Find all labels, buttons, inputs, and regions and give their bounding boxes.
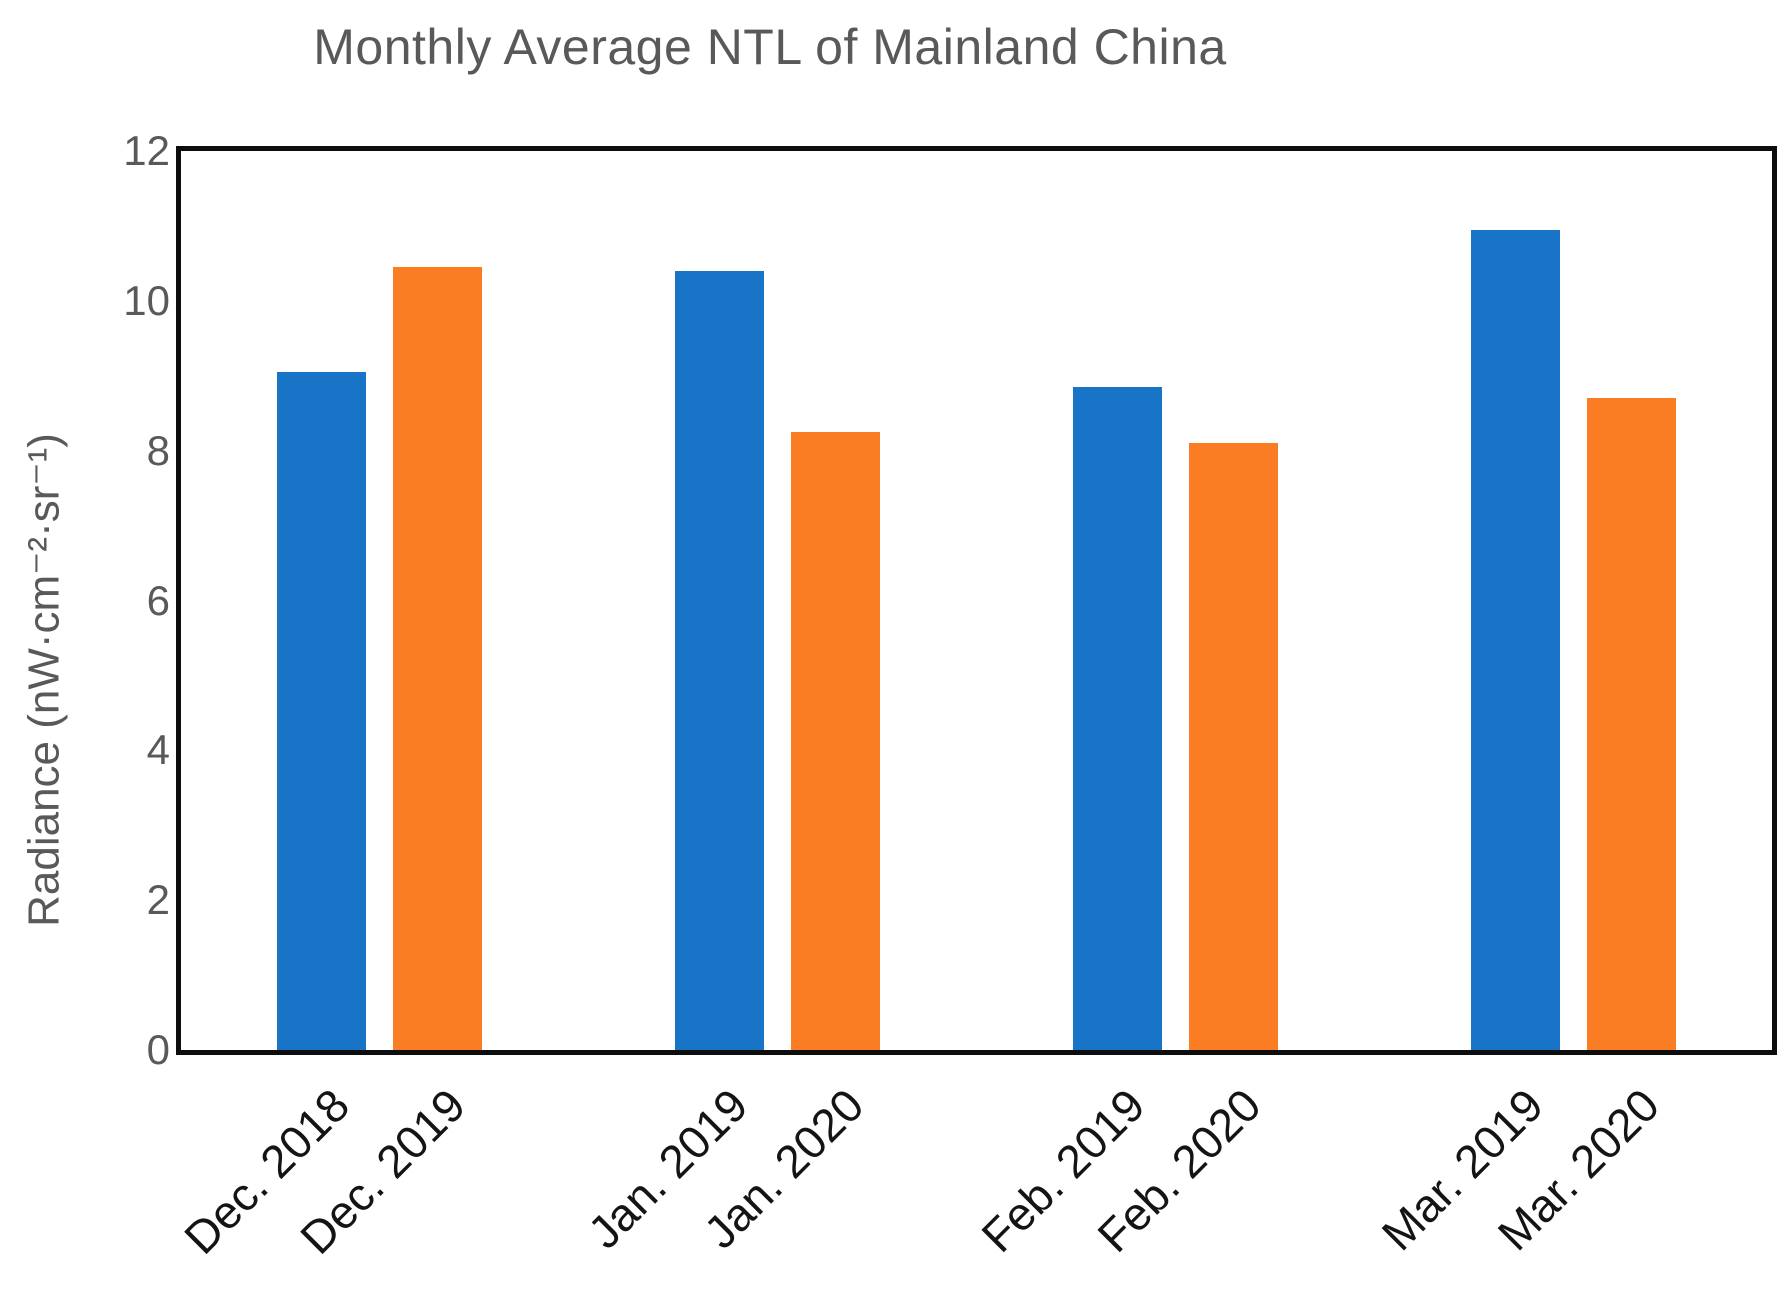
bar-dec-2019 — [393, 267, 483, 1050]
bars-layer — [181, 151, 1772, 1050]
bar-mar-2019 — [1470, 229, 1560, 1050]
bar-feb-2020 — [1188, 443, 1278, 1050]
y-tick-4: 4 — [146, 726, 170, 774]
bar-mar-2020 — [1586, 398, 1676, 1050]
bar-dec-2018 — [277, 372, 367, 1050]
y-axis-title: Radiance (nW·cm⁻²·sr⁻¹) — [19, 433, 69, 927]
chart-title: Monthly Average NTL of Mainland China — [313, 19, 1227, 75]
y-tick-6: 6 — [146, 576, 170, 624]
y-tick-0: 0 — [146, 1026, 170, 1073]
y-tick-12: 12 — [123, 127, 170, 174]
y-tick-2: 2 — [146, 876, 170, 924]
plot-area — [176, 146, 1777, 1055]
y-tick-10: 10 — [123, 276, 170, 324]
bar-jan-2020 — [791, 431, 881, 1050]
y-tick-8: 8 — [146, 426, 170, 474]
bar-jan-2019 — [675, 270, 765, 1050]
bar-feb-2019 — [1072, 387, 1162, 1050]
